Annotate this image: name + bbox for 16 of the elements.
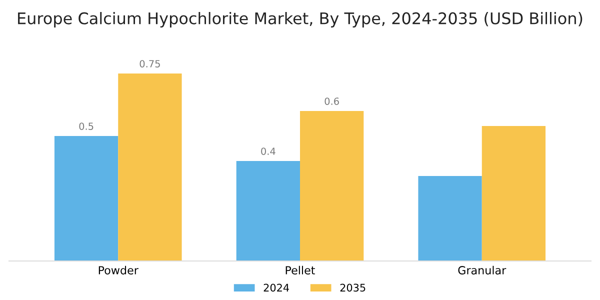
x-tick-label: Granular [458, 266, 506, 274]
x-tick-label: Powder [98, 266, 138, 274]
data-label: 0.4 [261, 148, 276, 155]
bar [54, 136, 118, 261]
bar [236, 161, 300, 261]
bar [118, 74, 182, 261]
data-label: 0.6 [324, 98, 339, 105]
data-label: 0.5 [79, 122, 94, 130]
bar [300, 111, 364, 261]
data-label: 0.75 [140, 60, 160, 68]
legend-label: 2035 [340, 284, 366, 292]
chart-title: Europe Calcium Hypochlorite Market, By Type, 2024-2035 (USD Billion) [18, 12, 582, 28]
legend-label: 2024 [264, 284, 289, 292]
bar [418, 176, 482, 261]
x-tick-label: Pellet [286, 266, 315, 274]
bar [482, 126, 546, 261]
